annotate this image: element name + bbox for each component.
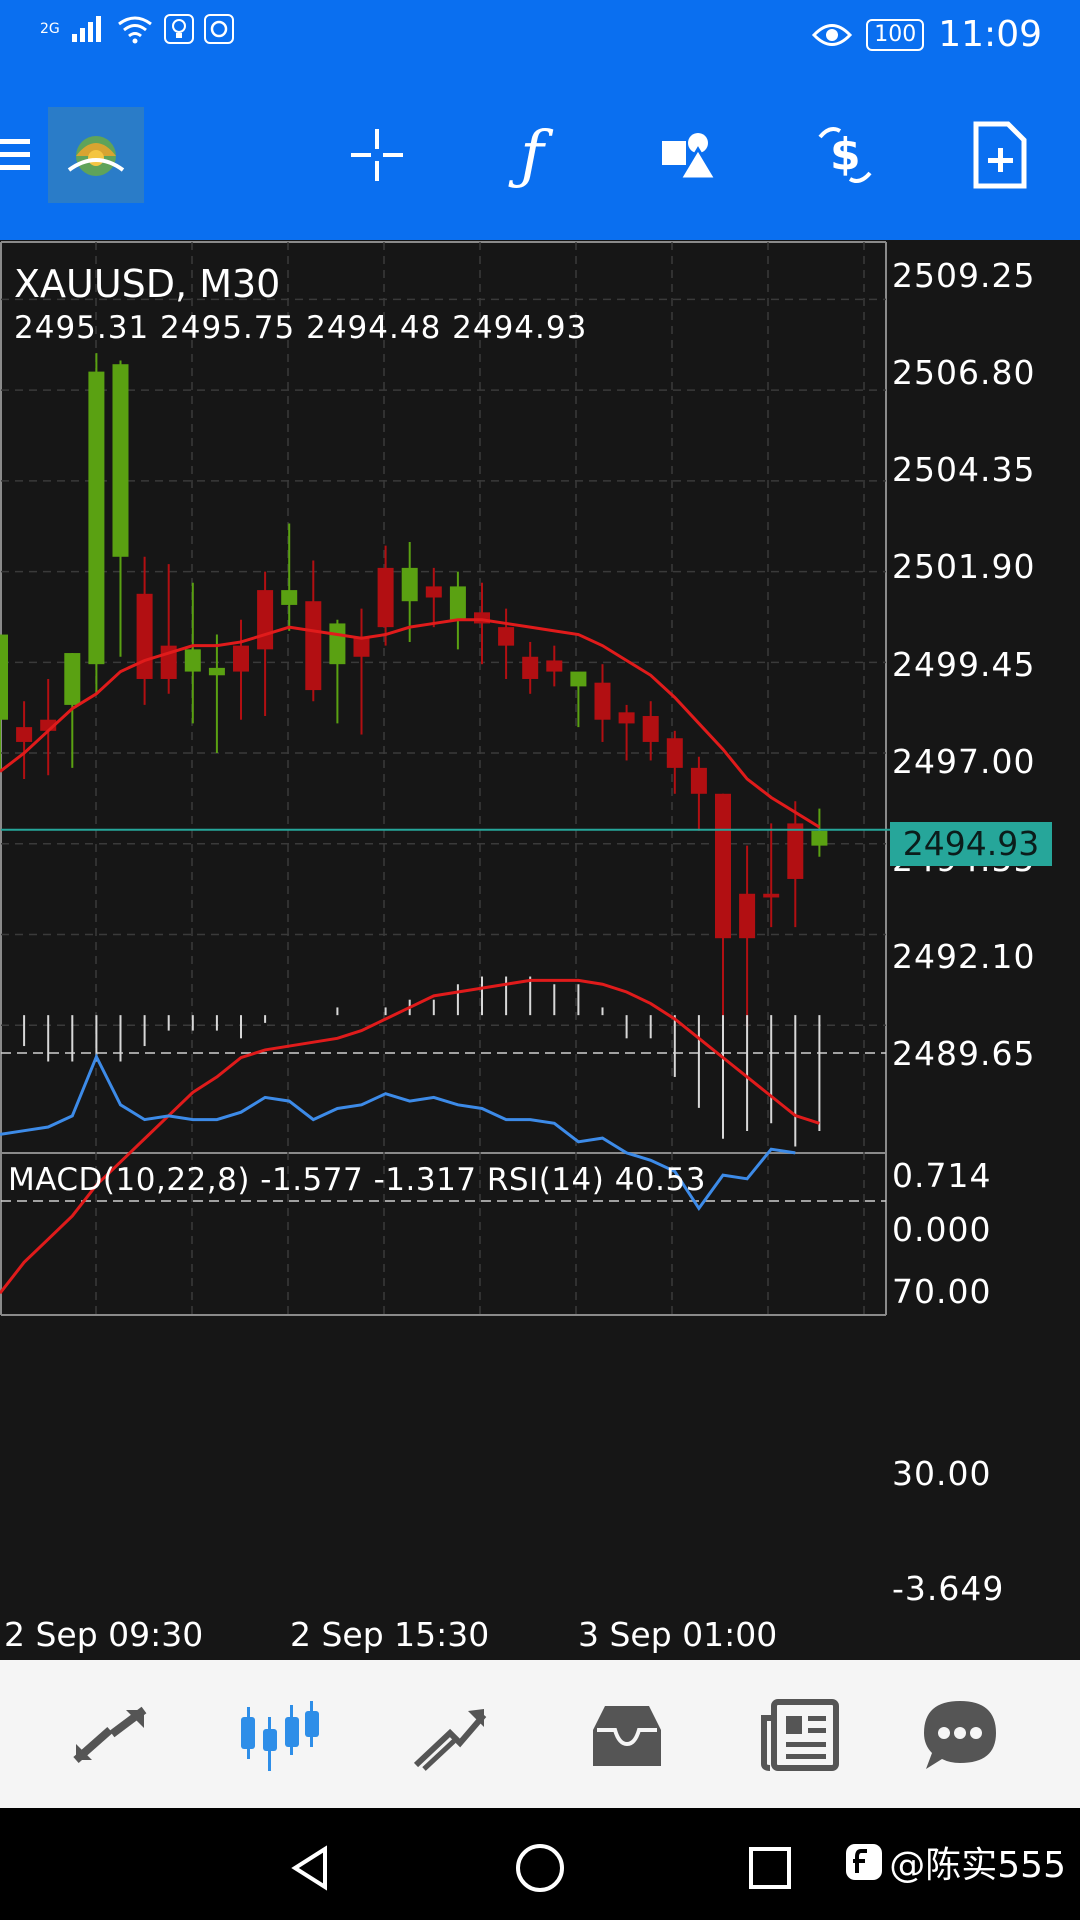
trade-nav-icon[interactable]	[405, 1690, 495, 1780]
watermark-text: @陈实555	[889, 1845, 1066, 1886]
candle-body	[16, 727, 33, 742]
candle-body	[233, 645, 249, 672]
rsi-line	[0, 1053, 796, 1212]
status-icons-left: 2G	[40, 14, 234, 44]
candle-body	[787, 823, 804, 879]
indicators-icon[interactable]: ƒ	[520, 118, 544, 192]
macd-signal-line	[0, 978, 820, 1295]
recents-icon[interactable]	[740, 1838, 800, 1898]
time-tick: 2 Sep 09:30	[4, 1615, 204, 1654]
candle-body	[811, 830, 828, 846]
candle-body	[739, 893, 756, 939]
candle-body	[618, 712, 635, 724]
candle-body	[522, 656, 539, 679]
candle-body	[353, 638, 370, 657]
chart-toolbar: ƒ $	[0, 75, 1080, 240]
system-navigation-bar	[0, 1808, 1080, 1920]
messages-icon[interactable]	[915, 1690, 1005, 1780]
candle-body	[377, 567, 394, 628]
bulb-icon	[163, 14, 194, 44]
app-logo-icon[interactable]	[48, 107, 144, 203]
candle-body	[40, 719, 57, 731]
candle-body	[425, 586, 442, 598]
candle-body	[763, 893, 780, 898]
network-type-label: 2G	[40, 21, 60, 37]
candle-body	[184, 649, 201, 672]
candle-body	[594, 682, 611, 720]
watermark: @陈实555	[845, 1836, 1066, 1888]
price-chart[interactable]	[0, 240, 1080, 1660]
rsi-tick: 70.00	[892, 1272, 992, 1311]
candle-body	[642, 716, 659, 742]
quotes-icon[interactable]	[65, 1690, 155, 1780]
price-tick: 2492.10	[892, 937, 1036, 976]
watermark-logo-icon	[846, 1844, 883, 1880]
ohlc-values: 2495.31 2495.75 2494.48 2494.93	[14, 310, 588, 346]
candle-body	[88, 371, 105, 665]
candle-body	[112, 364, 129, 557]
price-tick: 2504.35	[892, 450, 1036, 489]
objects-icon[interactable]	[648, 115, 728, 195]
rsi-tick: 30.00	[892, 1454, 992, 1493]
macd-tick: 0.000	[892, 1210, 992, 1249]
current-price-tag: 2494.93	[890, 822, 1052, 866]
price-tick: 2501.90	[892, 547, 1036, 586]
battery-indicator: 100	[866, 18, 925, 51]
price-tick: 2506.80	[892, 353, 1036, 392]
candle-body	[329, 623, 346, 665]
svg-text:$: $	[830, 129, 861, 180]
candle-body	[474, 612, 490, 624]
new-order-icon[interactable]	[960, 115, 1040, 195]
candle-body	[449, 586, 466, 620]
clock: 11:09	[938, 14, 1042, 55]
home-icon[interactable]	[510, 1838, 570, 1898]
price-tick: 2509.25	[892, 256, 1036, 295]
wifi-icon	[117, 16, 152, 44]
candle-body	[208, 667, 225, 676]
time-tick: 3 Sep 01:00	[578, 1615, 778, 1654]
candle-body	[666, 738, 683, 768]
trade-icon[interactable]: $	[805, 115, 885, 195]
macd-tick: -3.649	[892, 1569, 1005, 1608]
candle-body	[401, 567, 418, 602]
moving-average-line	[0, 618, 821, 829]
price-tick: 2499.45	[892, 645, 1036, 684]
chart-canvas[interactable]	[0, 240, 1080, 1660]
crosshair-icon[interactable]	[337, 115, 417, 195]
candle-body	[715, 793, 731, 939]
indicator-values: MACD(10,22,8) -1.577 -1.317 RSI(14) 40.5…	[8, 1162, 706, 1198]
price-tick: 2489.65	[892, 1034, 1036, 1073]
price-tick: 2497.00	[892, 742, 1036, 781]
time-tick: 2 Sep 15:30	[290, 1615, 490, 1654]
candle-body	[281, 590, 298, 605]
macd-tick: 0.714	[892, 1156, 992, 1195]
status-icons-right: 100 11:09	[812, 14, 1042, 55]
signal-icon	[71, 16, 101, 42]
candle-body	[257, 590, 274, 650]
news-icon[interactable]	[755, 1690, 845, 1780]
candle-body	[136, 593, 153, 679]
status-bar: 2G 100 11:09	[0, 0, 1080, 75]
history-icon[interactable]	[582, 1690, 672, 1780]
app-notification-icon	[203, 14, 234, 44]
candle-body	[64, 653, 81, 705]
candle-body	[305, 601, 322, 691]
bottom-navigation	[0, 1660, 1080, 1808]
candle-body	[570, 671, 587, 687]
candle-body	[0, 634, 8, 720]
back-icon[interactable]	[280, 1838, 340, 1898]
chart-symbol: XAUUSD, M30	[14, 262, 281, 306]
candle-body	[498, 627, 515, 646]
candle-body	[690, 767, 707, 794]
chart-icon[interactable]	[235, 1690, 325, 1780]
eye-icon	[812, 23, 853, 46]
menu-icon[interactable]	[0, 115, 34, 195]
candle-body	[546, 660, 563, 672]
